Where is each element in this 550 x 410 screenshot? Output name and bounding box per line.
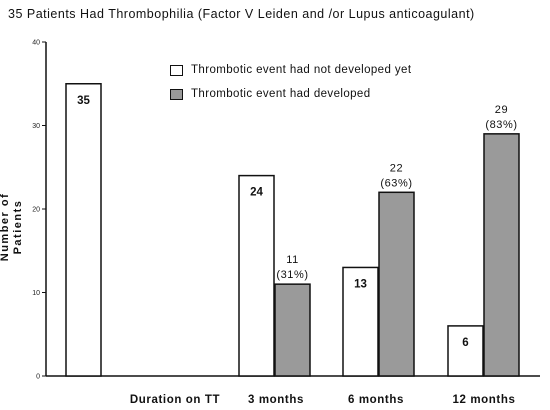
- chart-title: 35 Patients Had Thrombophilia (Factor V …: [8, 7, 475, 21]
- bar-not-developed: [447, 325, 484, 377]
- legend: Thrombotic event had not developed yet T…: [170, 63, 411, 111]
- data-label-developed: 22: [390, 162, 403, 174]
- x-category-label: 3 months: [248, 394, 304, 406]
- data-label-developed-percent: (31%): [276, 269, 308, 281]
- x-category-label: Duration on TT: [130, 394, 220, 406]
- data-label-not-developed: 6: [462, 337, 468, 349]
- legend-item-not-developed: Thrombotic event had not developed yet: [170, 63, 411, 77]
- data-label-not-developed: 13: [354, 278, 367, 290]
- bar-not-developed: [342, 266, 379, 377]
- legend-label-developed: Thrombotic event had developed: [191, 88, 371, 100]
- bar-not-developed: [65, 83, 102, 377]
- data-label-developed-percent: (63%): [380, 177, 412, 189]
- y-tick-label: 40: [32, 40, 40, 47]
- legend-label-not-developed: Thrombotic event had not developed yet: [191, 64, 412, 76]
- y-tick-label: 0: [36, 374, 40, 381]
- bar-not-developed: [238, 174, 275, 377]
- y-tick-label: 30: [32, 123, 40, 130]
- y-tick-label: 10: [32, 290, 40, 297]
- bar-developed: [483, 133, 520, 377]
- bar-developed: [274, 283, 311, 377]
- data-label-developed-percent: (83%): [485, 119, 517, 131]
- y-tick-label: 20: [32, 207, 40, 214]
- legend-swatch-developed: [170, 88, 183, 100]
- legend-item-developed: Thrombotic event had developed: [170, 87, 411, 101]
- legend-swatch-not-developed: [170, 64, 183, 76]
- data-label-developed: 11: [286, 254, 299, 266]
- bar-developed: [378, 191, 415, 377]
- data-label-not-developed: 24: [250, 187, 263, 199]
- x-category-label: 12 months: [453, 394, 516, 406]
- data-label-developed: 29: [495, 104, 508, 116]
- data-label-not-developed: 35: [77, 95, 90, 107]
- x-category-label: 6 months: [348, 394, 404, 406]
